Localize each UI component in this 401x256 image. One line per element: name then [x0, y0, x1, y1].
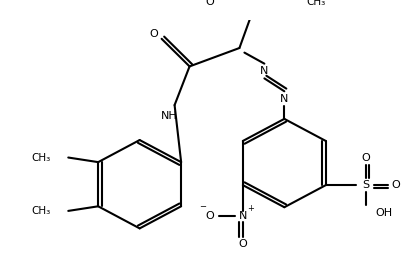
Text: O: O [205, 0, 214, 7]
Text: O: O [239, 239, 247, 249]
Text: CH₃: CH₃ [31, 206, 50, 216]
Text: O: O [361, 153, 370, 163]
Text: O: O [149, 29, 158, 39]
Text: N: N [280, 94, 288, 104]
Text: S: S [362, 180, 369, 190]
Text: N: N [239, 210, 247, 220]
Text: OH: OH [376, 208, 393, 218]
Text: −: − [199, 202, 207, 211]
Text: NH: NH [161, 111, 178, 121]
Text: O: O [391, 180, 400, 190]
Text: CH₃: CH₃ [31, 153, 50, 163]
Text: CH₃: CH₃ [306, 0, 326, 7]
Text: N: N [260, 66, 269, 76]
Text: +: + [247, 204, 254, 213]
Text: O: O [206, 210, 214, 220]
